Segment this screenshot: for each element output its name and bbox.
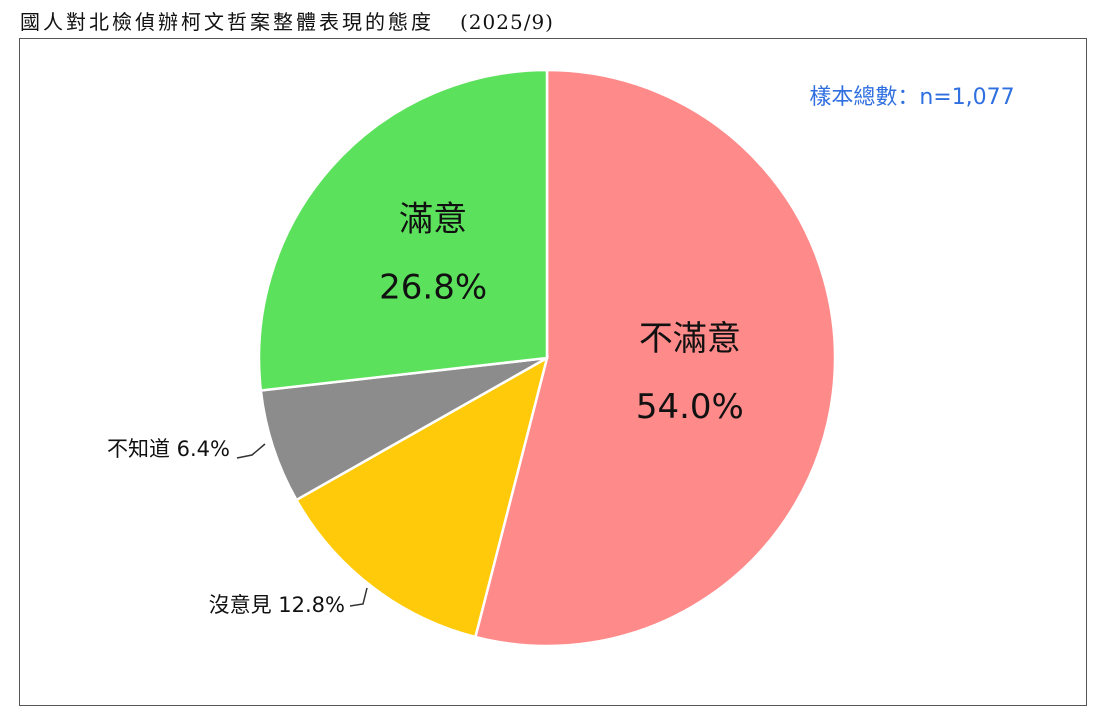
chart-title-text: 國人對北檢偵辦柯文哲案整體表現的態度 — [20, 10, 434, 34]
slice-value-0: 54.0% — [636, 387, 744, 427]
sample-size-note: 樣本總數：n=1,077 — [809, 85, 1014, 110]
chart-frame — [19, 38, 1087, 706]
slice-label-0: 不滿意 — [639, 319, 741, 359]
chart-title: 國人對北檢偵辦柯文哲案整體表現的態度 (2025/9) — [20, 6, 554, 35]
slice-label-1: 沒意見 12.8% — [209, 593, 345, 617]
leader-line-1 — [349, 587, 368, 607]
pie-labels: 不滿意 54.0% 沒意見 12.8% 不知道 6.4% 滿意 26.8% — [107, 199, 744, 617]
pie-slice-2 — [259, 356, 548, 502]
pie-slices — [257, 68, 837, 648]
slice-label-3: 滿意 — [399, 199, 467, 239]
pie-slice-3 — [257, 68, 549, 392]
chart-title-date: (2025/9) — [460, 10, 554, 34]
slice-value-3: 26.8% — [379, 267, 487, 307]
pie-slice-1 — [294, 355, 549, 639]
pie-slice-0 — [473, 68, 837, 648]
leader-line-2 — [236, 443, 266, 459]
slice-label-2: 不知道 6.4% — [107, 437, 230, 461]
